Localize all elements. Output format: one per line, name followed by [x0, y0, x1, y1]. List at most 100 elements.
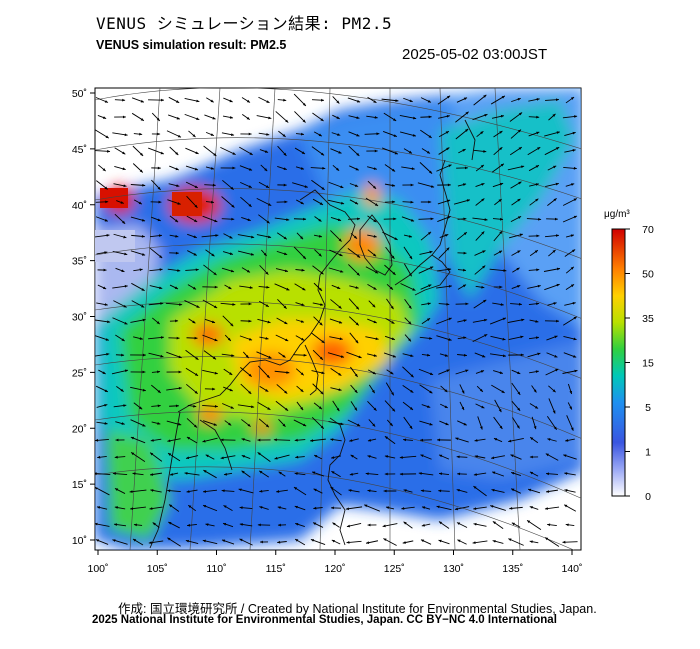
wind-arrow [277, 166, 287, 170]
x-tick-label: 125˚ [384, 563, 405, 575]
wind-arrow [473, 299, 487, 309]
wind-arrow [564, 149, 576, 153]
wind-arrow [240, 383, 252, 395]
wind-arrow [202, 299, 218, 309]
wind-arrow [224, 334, 232, 342]
wind-arrow [220, 438, 236, 442]
wind-arrow [349, 165, 359, 171]
wind-arrow [404, 334, 412, 342]
wind-arrow [241, 216, 251, 222]
wind-arrow [295, 455, 305, 459]
wind-arrow [169, 251, 179, 255]
wind-arrow [96, 506, 108, 510]
wind-arrow [186, 436, 198, 444]
x-tick-label: 105˚ [147, 563, 168, 575]
colorbar-label: 1 [645, 447, 651, 459]
wind-arrow [403, 263, 413, 277]
wind-arrow [204, 183, 216, 187]
wind-arrow [346, 351, 362, 359]
x-tick-label: 120˚ [324, 563, 345, 575]
wind-arrow [457, 319, 467, 323]
wind-arrow [348, 145, 360, 157]
wind-arrow [366, 115, 378, 119]
wind-arrow [564, 249, 576, 257]
wind-arrow [97, 115, 107, 119]
wind-arrow [115, 421, 125, 425]
wind-arrow [493, 250, 503, 256]
wind-arrow [133, 268, 143, 272]
wind-arrow [224, 420, 232, 426]
wind-arrow [367, 166, 377, 170]
wind-arrow [221, 489, 235, 493]
wind-arrow [187, 523, 197, 527]
wind-arrow [439, 353, 449, 357]
wind-arrow [566, 415, 574, 431]
wind-arrow [528, 164, 540, 172]
wind-arrow [95, 486, 110, 496]
colorbar: 70 50 35 15 5 1 0 [611, 224, 654, 503]
wind-arrow [241, 419, 251, 427]
wind-arrow [459, 401, 465, 411]
wind-arrow [420, 200, 432, 204]
wind-arrow [528, 98, 540, 102]
wind-arrow [544, 131, 560, 137]
wind-arrow [150, 489, 162, 493]
wind-arrow [436, 317, 452, 325]
wind-arrow [403, 234, 413, 238]
wind-arrow [114, 455, 126, 459]
wind-arrow [237, 234, 255, 239]
wind-arrow [493, 146, 503, 156]
wind-arrow [222, 403, 234, 409]
wind-arrow [565, 234, 575, 238]
wind-arrow [527, 146, 541, 156]
wind-arrow [313, 316, 323, 326]
wind-arrow [438, 539, 450, 545]
x-tick-label: 110˚ [206, 563, 226, 575]
wind-arrow [133, 132, 143, 136]
wind-arrow [203, 350, 217, 360]
wind-arrow [457, 217, 467, 221]
wind-arrow [565, 266, 575, 274]
wind-arrow [457, 251, 467, 255]
wind-arrow [187, 250, 197, 256]
wind-arrow [383, 352, 397, 358]
wind-arrow [311, 179, 325, 191]
wind-arrow [421, 317, 431, 325]
wind-arrow [526, 217, 542, 221]
wind-arrow [367, 234, 377, 238]
wind-arrow [383, 112, 397, 122]
wind-arrow [564, 472, 576, 476]
wind-arrow [296, 385, 304, 393]
wind-arrow [348, 131, 360, 137]
wind-arrow [510, 129, 522, 139]
wind-arrow [223, 504, 233, 512]
wind-arrow [150, 200, 162, 204]
wind-arrow [332, 114, 340, 120]
wind-arrow [527, 488, 541, 494]
wind-arrow [457, 353, 467, 357]
wind-arrow [311, 370, 325, 375]
wind-arrow [437, 438, 451, 442]
wind-arrow [544, 146, 560, 156]
wind-arrow [257, 318, 271, 324]
y-tick-label: 30˚ [72, 312, 87, 324]
wind-arrow [95, 319, 111, 324]
wind-arrow [205, 523, 215, 527]
wind-arrow [346, 522, 362, 528]
wind-arrow [546, 489, 558, 493]
wind-arrow [350, 384, 358, 394]
wind-arrow [455, 128, 469, 140]
wind-arrow [277, 183, 287, 187]
wind-arrow [115, 438, 125, 442]
wind-arrow [330, 216, 342, 222]
wind-arrow [132, 472, 144, 476]
wind-arrow [346, 540, 362, 544]
wind-arrow [167, 199, 181, 205]
wind-arrow [275, 334, 289, 342]
wind-arrow [133, 402, 143, 410]
wind-arrow [458, 148, 466, 154]
wind-arrow [459, 384, 465, 394]
wind-arrow [402, 366, 414, 378]
wind-arrow [511, 522, 521, 528]
wind-arrow [384, 472, 396, 476]
